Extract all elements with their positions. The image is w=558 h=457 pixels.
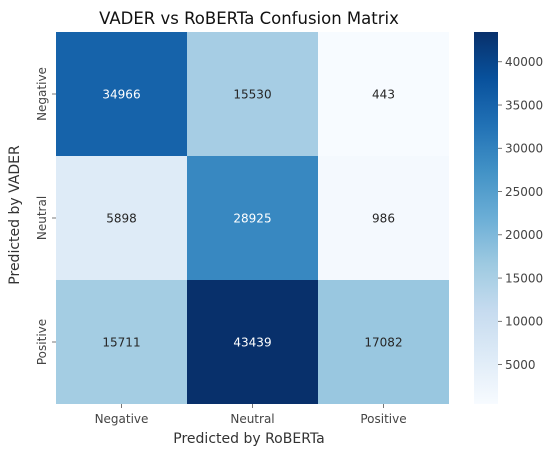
cell-value-label: 5898 (106, 212, 137, 226)
colorbar-tick-label: 5000 (505, 358, 536, 372)
colorbar-tick-label: 30000 (505, 142, 543, 156)
x-tick-label: Neutral (230, 412, 274, 426)
heatmap-cells: 34966 15530 443 5898 28925 986 15711 43439 17082 (56, 32, 449, 404)
colorbar-tick-label: 35000 (505, 98, 543, 112)
axis-ticks: Negative Neutral Positive Negative Neutral Po… (35, 67, 407, 426)
x-tick-label: Negative (95, 412, 149, 426)
cell-value-label: 986 (372, 212, 395, 226)
cell-value-label: 43439 (233, 336, 271, 350)
heatmap-cell (318, 32, 449, 156)
x-axis-label: Predicted by RoBERTa (173, 431, 324, 447)
cell-value-label: 15711 (102, 336, 140, 350)
y-tick-label: Neutral (35, 196, 49, 240)
colorbar-tick-label: 15000 (505, 271, 543, 285)
colorbar-tick-label: 10000 (505, 315, 543, 329)
cell-value-label: 443 (372, 88, 395, 102)
heatmap-cell (187, 280, 318, 404)
colorbar: 5000 10000 15000 20000 25000 30000 35000 40000 (474, 32, 543, 404)
heatmap-cell (56, 156, 187, 280)
heatmap-cell (318, 156, 449, 280)
colorbar-tick-label: 25000 (505, 185, 543, 199)
cell-value-label: 17082 (364, 336, 402, 350)
y-tick-label: Negative (35, 67, 49, 121)
chart-title: VADER vs RoBERTa Confusion Matrix (99, 9, 399, 28)
colorbar-tick-label: 20000 (505, 228, 543, 242)
y-axis-label: Predicted by VADER (7, 145, 23, 285)
colorbar-gradient (474, 32, 498, 404)
heatmap-cell (187, 156, 318, 280)
cell-value-label: 15530 (233, 88, 271, 102)
heatmap-cell (187, 32, 318, 156)
cell-value-label: 28925 (233, 212, 271, 226)
heatmap-cell (56, 280, 187, 404)
y-tick-label: Positive (35, 319, 49, 365)
x-tick-label: Positive (360, 412, 406, 426)
heatmap-cell (56, 32, 187, 156)
colorbar-tick-label: 40000 (505, 55, 543, 69)
heatmap-cell (318, 280, 449, 404)
cell-value-label: 34966 (102, 88, 140, 102)
